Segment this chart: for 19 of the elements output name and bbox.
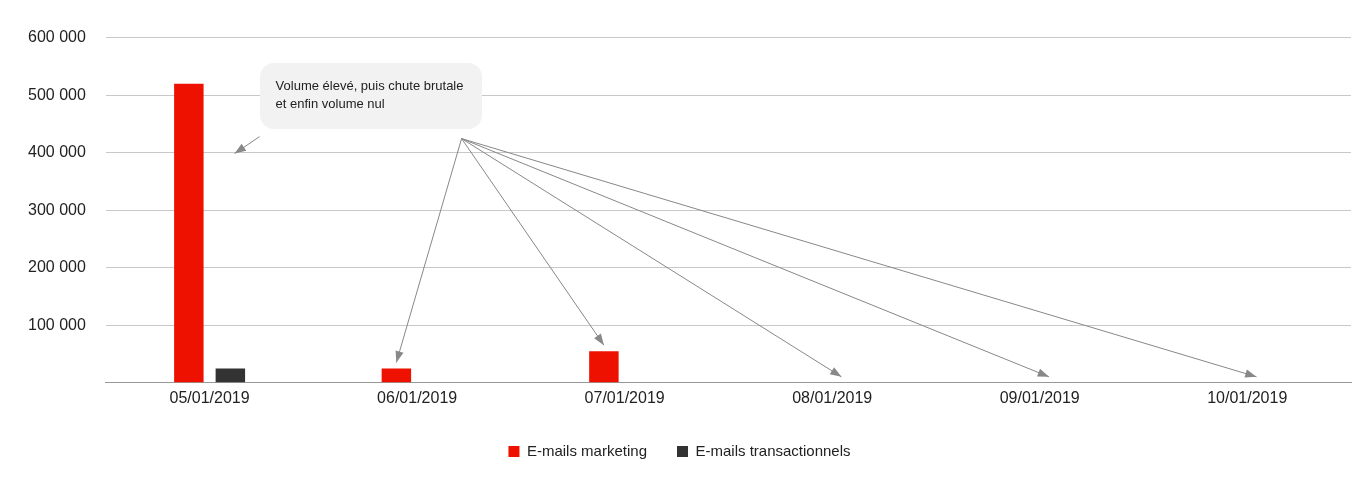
x-tick-label: 06/01/2019 [377,388,458,406]
y-tick-label: 400 000 [27,143,86,161]
bar [174,83,204,383]
y-tick-label: 600 000 [27,28,86,46]
y-tick-label: 100 000 [27,315,86,333]
bar [589,351,619,383]
x-tick-label: 10/01/2019 [1207,388,1288,406]
x-tick-label: 05/01/2019 [169,388,250,406]
bar [381,368,412,383]
callout-box: Volume élevé, puis chute brutale et enfin volume nul [259,62,482,129]
x-tick-label: 07/01/2019 [584,388,665,406]
y-tick-label: 200 000 [27,258,86,276]
y-tick-label: 300 000 [27,200,86,218]
legend-label: E-mails marketing [526,441,647,459]
y-tick-label: 500 000 [27,85,86,103]
x-tick-label: 08/01/2019 [792,388,873,406]
legend-label: E-mails transactionnels [695,441,851,459]
bar [215,368,246,383]
x-tick-label: 09/01/2019 [999,388,1080,406]
